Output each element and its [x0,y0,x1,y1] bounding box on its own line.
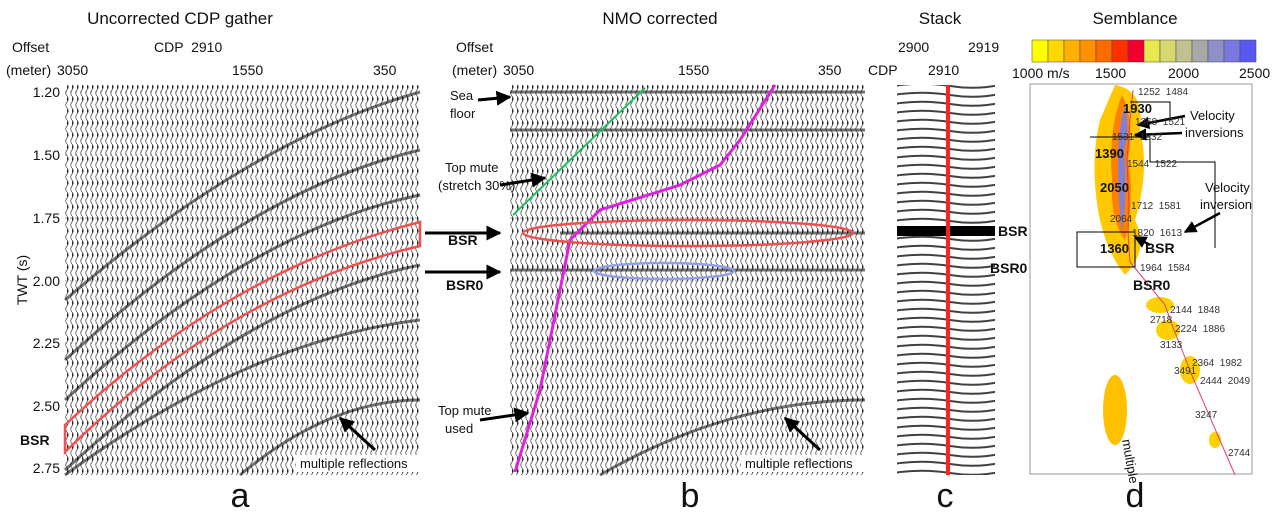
panel-letter: a [231,477,250,514]
annotation: BSR [448,232,478,248]
panel-title: NMO corrected [602,9,717,28]
colorbar-label: 1000 m/s [1012,65,1070,81]
semblance-blobs [1094,85,1221,448]
panel-letter: b [681,477,700,514]
y-tick: 1.50 [33,147,60,163]
offset-label: Offset [12,39,49,55]
velocity-pick: 3133 [1160,340,1183,351]
offset-tick: 350 [373,62,397,78]
y-tick: 2.75 [33,460,60,476]
panel-title: Semblance [1092,9,1177,28]
velocity-pick: 2224 1886 [1175,324,1225,335]
offset-tick: 3050 [503,62,534,78]
offset-tick: 1550 [232,62,263,78]
velocity-pick: 1712 1581 [1131,201,1181,212]
top-mute-line [513,84,777,473]
offset-tick: 3050 [57,62,88,78]
annotation: Velocity [1205,180,1250,195]
annotation: Top mute [445,160,498,175]
annotation: (stretch 30%) [438,178,515,193]
velocity-pick: 1368 1521 [1135,117,1185,128]
velocity-pick: 1964 1584 [1140,263,1190,274]
cdp-label: CDP [868,62,898,78]
offset-tick: 350 [818,62,842,78]
seismic-traces [510,85,865,475]
y-tick: 2.00 [33,273,60,289]
annotation: BSR [20,432,50,448]
arrows [425,90,822,452]
panel-c: Stack 2900 2910 2919 CDP BSR BSR0 c [868,9,1028,514]
label-bg [741,455,865,472]
y-tick: 2.50 [33,398,60,414]
bsr0-ellipse [592,261,736,281]
velocity-pick: 1820 1613 [1132,228,1182,239]
panel-a: Uncorrected CDP gather Offset (meter) 30… [6,9,422,514]
colorbar-label: 2000 [1168,65,1199,81]
colorbar-label: 1500 [1095,65,1126,81]
annotation: BSR0 [1133,277,1171,293]
annotation: BSR0 [446,277,484,293]
velocity-pick: 2444 2049 [1200,376,1250,387]
bsr-ellipse [521,218,855,248]
annotation: inversion [1200,197,1252,212]
colorbar-label: 2500 [1239,65,1270,81]
interval-velocity: 1930 [1123,101,1152,116]
interval-velocity: 1390 [1095,146,1124,161]
offset-label: Offset [456,39,493,55]
y-tick: 1.20 [33,84,60,100]
arrows [1133,114,1221,248]
panel-letter: c [937,477,954,514]
velocity-pick: 3491 [1174,366,1197,377]
cdp-label: CDP 2910 [154,39,222,55]
cdp-tick: 2900 [898,39,929,55]
velocity-pick: 1252 1484 [1138,87,1188,98]
unit-label: (meter) [6,62,51,78]
offset-tick: 1550 [678,62,709,78]
unit-label: (meter) [452,62,497,78]
y-tick: 2.25 [33,335,60,351]
y-axis-label: TWT (s) [14,255,30,305]
annotation: multiple reflections [745,456,853,471]
panel-title: Uncorrected CDP gather [87,9,273,28]
cdp-tick: 2919 [968,39,999,55]
cdp-tick: 2910 [928,62,959,78]
stretch-mute-line [512,87,646,216]
panel-title: Stack [919,9,962,28]
velocity-pick: 2144 1848 [1170,305,1220,316]
annotation: multiple reflections [300,456,408,471]
panel-d: Semblance 1000 m/s 1500 2000 2500 Veloci… [1012,9,1270,514]
grid [510,154,865,407]
annotation: used [445,421,473,436]
annotation: Velocity [1190,108,1235,123]
annotation: Top mute [438,403,491,418]
annotation: floor [450,106,476,121]
annotation: Sea [450,88,474,103]
bsr-outline [63,220,422,455]
reflection-curves [63,90,421,477]
velocity-pick: 2744 [1228,448,1251,459]
velocity-pick: 1544 1522 [1127,159,1177,170]
reflection-curves [510,90,866,477]
interval-velocity: 2050 [1100,180,1129,195]
velocity-trend [1126,89,1236,476]
annotation: inversions [1185,125,1244,140]
velocity-pick: 2718 [1150,315,1173,326]
annotation: BSR [998,223,1028,239]
grid [65,91,420,407]
y-tick: 1.75 [33,210,60,226]
annotation: BSR0 [990,260,1028,276]
panel-b: NMO corrected Offset (meter) 3050 1550 3… [425,9,866,514]
interval-velocity: 1360 [1100,241,1129,256]
annotation: BSR [1145,240,1175,256]
arrow [338,416,377,452]
velocity-pick: 2364 1982 [1192,358,1242,369]
colorbar [1031,39,1257,63]
inversion-boxes [1076,101,1216,268]
velocity-pick: 3247 [1195,410,1218,421]
panel-letter: d [1126,477,1145,514]
interval-velocity: 2064 [1110,214,1133,225]
velocity-pick: 1531 1532 [1112,132,1162,143]
label-bg [296,455,420,472]
